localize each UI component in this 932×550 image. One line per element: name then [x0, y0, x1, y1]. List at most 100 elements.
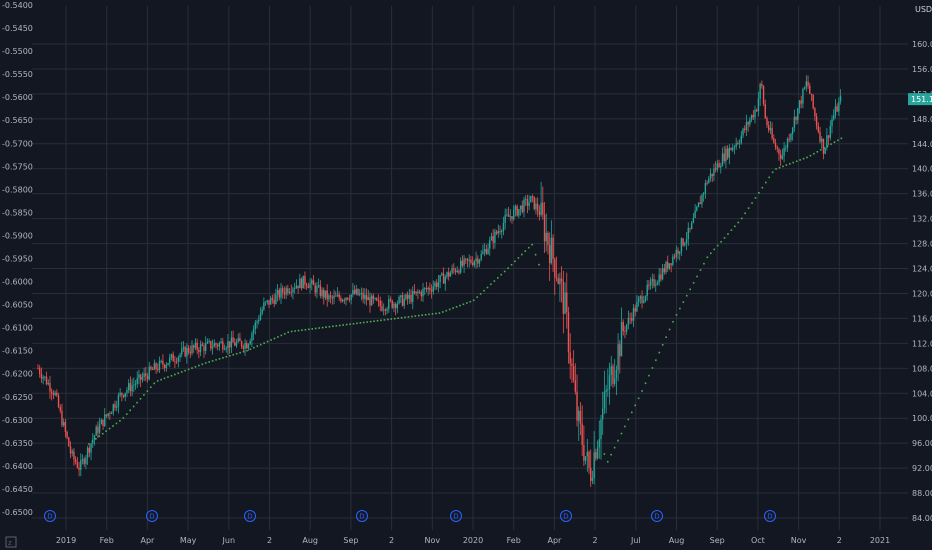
stop-dot — [414, 315, 417, 317]
candle-body — [581, 423, 583, 446]
stop-dot — [431, 313, 434, 315]
candle-body — [543, 214, 546, 242]
candle-body — [275, 294, 277, 304]
candle-body — [278, 290, 280, 298]
stop-dot — [311, 328, 314, 330]
stop-dot — [435, 312, 437, 315]
candle-body — [449, 272, 452, 277]
candle-body — [138, 374, 140, 379]
left-tick-label: -0.5900 — [2, 231, 33, 240]
candle-body — [619, 344, 621, 357]
candle-body — [745, 122, 748, 130]
candle-body — [579, 410, 582, 424]
stop-dot — [139, 397, 142, 400]
stop-dot — [624, 425, 626, 428]
stop-dot — [194, 366, 197, 368]
candle-body — [307, 286, 310, 289]
candle-body — [453, 268, 455, 270]
time-axis[interactable]: 2019 Feb Apr May Jun 2 Aug Sep 2 Nov 2020 Feb Apr 2 Ju… — [56, 536, 890, 545]
candle-body — [52, 393, 55, 396]
candle-body — [680, 238, 683, 252]
candle-body — [189, 352, 191, 354]
candle-body — [239, 337, 241, 342]
stop-dot — [211, 360, 214, 362]
candle-body — [566, 292, 568, 313]
candle-body — [672, 256, 674, 265]
stop-dot — [696, 275, 698, 278]
left-tick-label: -0.6000 — [2, 278, 33, 287]
candle-body — [465, 258, 467, 260]
stop-dot — [644, 382, 647, 385]
candle-body — [747, 122, 749, 125]
candle-body — [667, 262, 669, 269]
candle-body — [521, 205, 523, 213]
candle-body — [412, 291, 414, 302]
candle-body — [567, 312, 570, 353]
stop-dot — [373, 320, 375, 322]
candle-body — [494, 231, 496, 243]
candle-body — [776, 147, 778, 149]
candle-body — [266, 300, 269, 302]
stop-dot — [778, 166, 781, 169]
stop-dot — [380, 319, 382, 322]
candle-body — [376, 298, 378, 301]
candle-body — [665, 262, 667, 273]
stop-dot — [802, 157, 805, 160]
dividend-marker[interactable]: D — [44, 510, 56, 522]
candle-body — [157, 369, 159, 370]
candle-body — [552, 237, 554, 259]
candle-body — [562, 281, 565, 314]
stop-dot — [407, 316, 410, 318]
candle-body — [92, 439, 94, 444]
candle-body — [756, 109, 758, 112]
stop-dot — [167, 376, 169, 378]
candle-body — [632, 308, 635, 321]
candle-body — [560, 278, 563, 282]
right-tick-label: 144.00 — [912, 140, 932, 149]
candle-body — [480, 253, 482, 260]
candle-body — [685, 239, 688, 244]
candle-body — [497, 231, 500, 234]
candle-body — [643, 300, 645, 303]
dividend-marker[interactable]: D — [764, 510, 776, 522]
stop-dot — [153, 382, 156, 385]
time-tick-label: Oct — [751, 536, 765, 545]
dividend-marker[interactable]: D — [651, 510, 663, 522]
candle-body — [593, 452, 595, 479]
right-tick-label: 88.00 — [912, 489, 932, 498]
dividend-marker[interactable]: D — [244, 510, 256, 522]
candle-body — [838, 101, 840, 112]
dividend-marker[interactable]: D — [356, 510, 368, 522]
candle-body — [779, 154, 782, 159]
candle-body — [187, 347, 190, 353]
candle-body — [555, 277, 558, 279]
candle-body — [374, 298, 376, 299]
candle-body — [304, 275, 306, 285]
stop-dot — [218, 358, 221, 360]
dividend-marker[interactable]: D — [146, 510, 158, 522]
dividend-marker[interactable]: D — [450, 510, 462, 522]
candle-body — [102, 419, 104, 426]
dividend-marker[interactable]: D — [560, 510, 572, 522]
candle-body — [328, 295, 330, 300]
stop-dot — [452, 307, 454, 309]
candle-body — [518, 209, 520, 216]
candle-body — [451, 268, 453, 273]
candle-body — [139, 374, 142, 380]
candle-body — [184, 347, 186, 357]
candle-body — [244, 342, 246, 349]
candle-body — [116, 406, 118, 408]
stop-dot — [658, 351, 661, 354]
candle-body — [210, 341, 212, 349]
timezone-icon[interactable]: z — [5, 536, 17, 548]
candle-body — [324, 290, 327, 298]
candle-body — [336, 294, 339, 297]
candle-body — [446, 272, 448, 277]
candle-body — [622, 322, 624, 332]
candle-body — [620, 322, 623, 357]
candle-body — [64, 422, 67, 432]
candle-body — [194, 342, 197, 348]
candle-body — [742, 128, 744, 136]
